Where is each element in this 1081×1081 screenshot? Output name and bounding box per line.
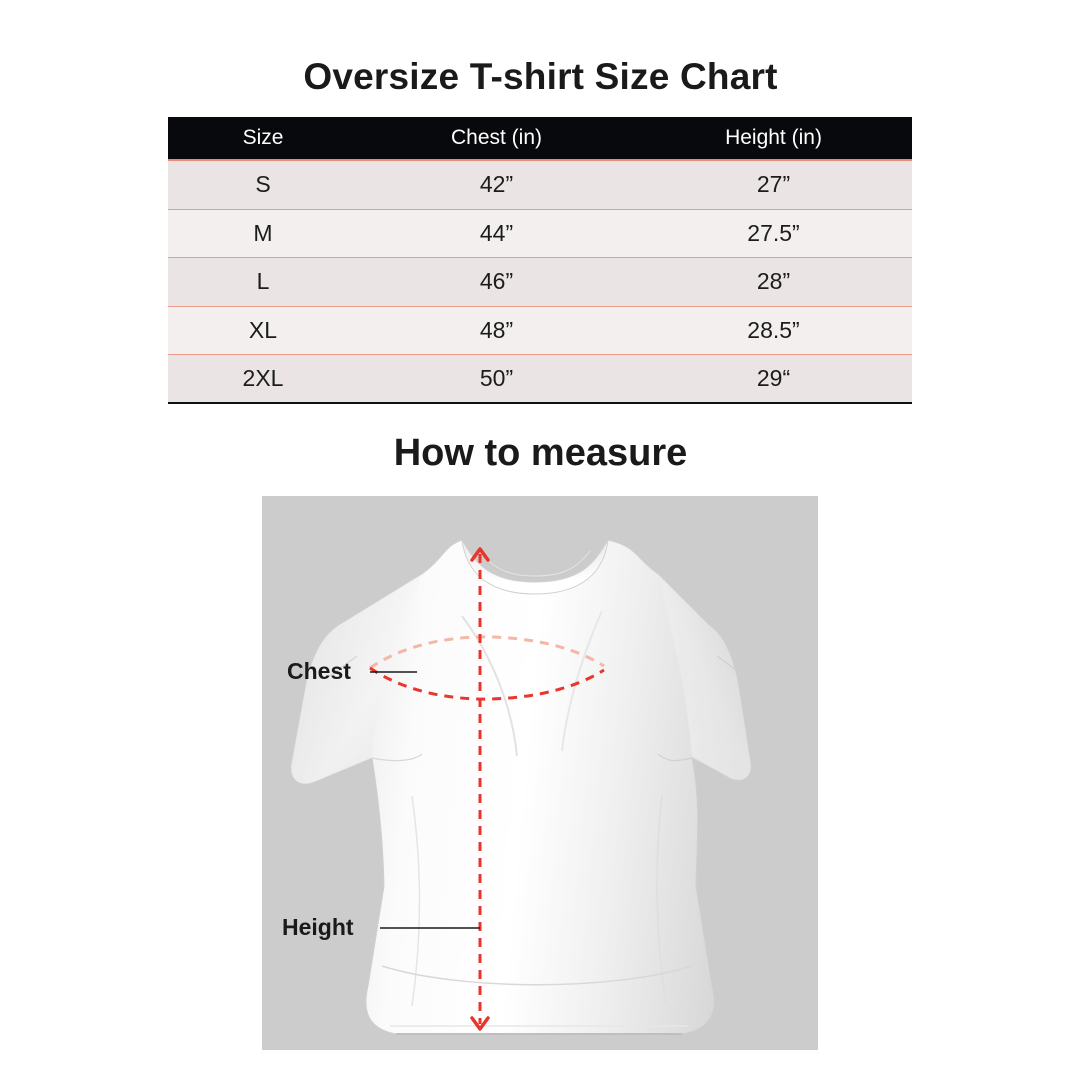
svg-text:Chest: Chest (287, 658, 351, 684)
svg-text:Height: Height (282, 914, 354, 940)
